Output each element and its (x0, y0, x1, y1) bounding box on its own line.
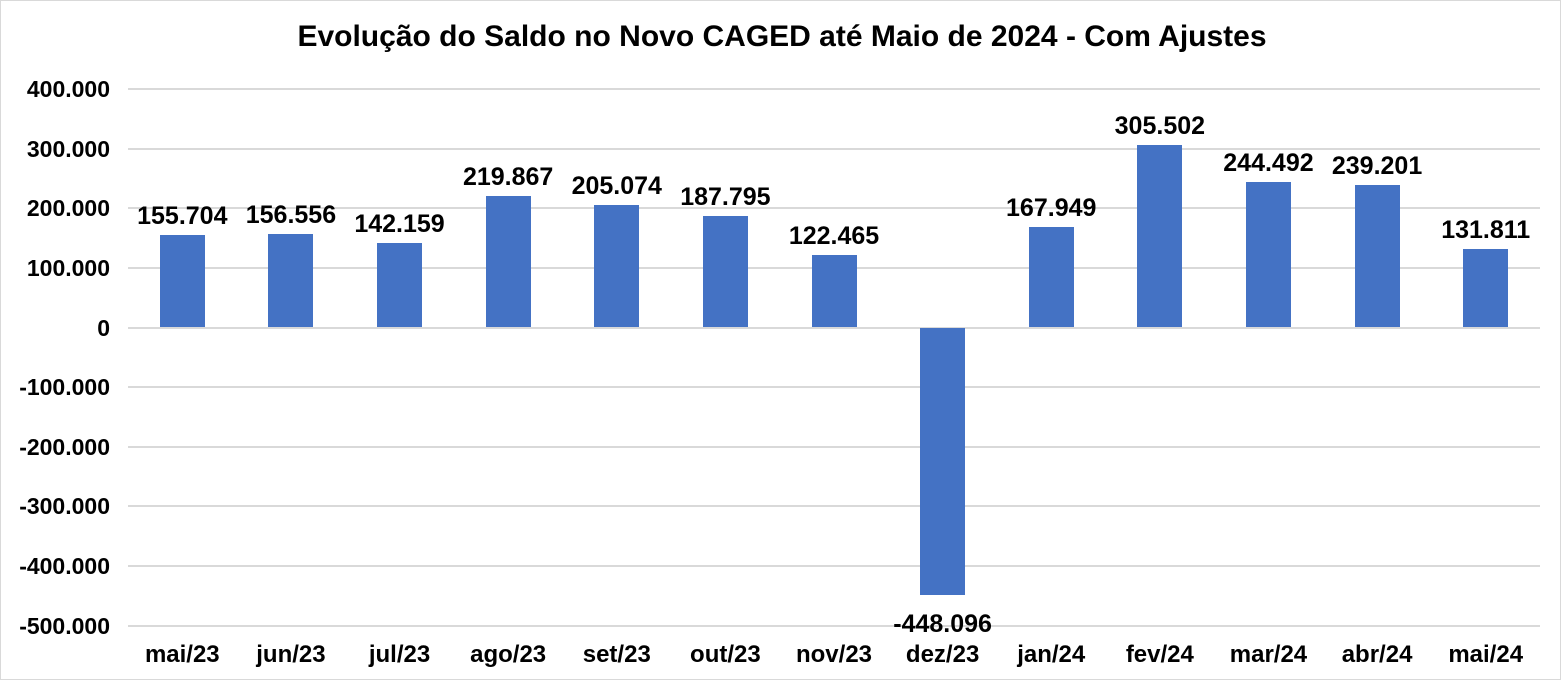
bar-dez/23 (920, 327, 966, 595)
bar-mar/24 (1245, 181, 1291, 328)
data-label: 244.492 (1223, 148, 1314, 177)
x-axis-tick-label: jun/23 (256, 641, 326, 668)
chart-title: Evolução do Saldo no Novo CAGED até Maio… (297, 20, 1267, 53)
bar-mai/23 (159, 234, 205, 328)
x-axis-tick-label: mar/24 (1229, 641, 1308, 668)
data-label: 155.704 (137, 201, 228, 230)
gridline (128, 564, 1540, 567)
bar-nov/23 (811, 254, 857, 328)
bar-jul/23 (377, 242, 423, 328)
y-axis-tick-label: 0 (97, 314, 110, 341)
data-label: 122.465 (788, 221, 880, 250)
gridline (128, 147, 1540, 150)
bar-fev/24 (1137, 145, 1183, 328)
gridline (128, 207, 1540, 210)
gridline (128, 505, 1540, 508)
data-label: 167.949 (1006, 194, 1097, 223)
y-axis-tick-label: -400.000 (19, 552, 110, 579)
gridline (128, 326, 1540, 329)
x-axis-tick-label: mai/23 (144, 641, 220, 668)
y-axis-tick-label: -100.000 (19, 374, 110, 401)
bar-out/23 (702, 215, 748, 328)
x-axis-tick-label: jul/23 (368, 641, 431, 668)
data-label: 187.795 (680, 182, 771, 211)
y-axis-tick-label: 400.000 (26, 76, 110, 103)
bar-mai/24 (1463, 248, 1509, 328)
data-label: 219.867 (462, 163, 554, 192)
y-axis-tick-label: -300.000 (19, 493, 110, 520)
gridline (128, 88, 1540, 91)
bar-jan/24 (1028, 227, 1074, 328)
data-label: -448.096 (893, 609, 992, 638)
x-axis-tick-label: out/23 (690, 641, 761, 668)
bar-set/23 (594, 205, 640, 328)
x-axis-tick-label: mai/24 (1448, 641, 1524, 668)
gridline (128, 445, 1540, 448)
data-label: 305.502 (1114, 112, 1206, 141)
y-axis-tick-label: -200.000 (19, 433, 110, 460)
data-label: 142.159 (354, 209, 445, 238)
x-axis-tick-label: fev/24 (1125, 641, 1194, 668)
data-label: 156.556 (245, 201, 337, 230)
y-axis-tick-label: -500.000 (19, 612, 110, 639)
y-axis-tick-label: 200.000 (26, 195, 110, 222)
bar-ago/23 (485, 196, 531, 328)
data-label: 205.074 (571, 172, 662, 201)
gridline (128, 386, 1540, 389)
x-axis-tick-label: dez/23 (905, 641, 980, 668)
x-axis-tick-label: abr/24 (1341, 641, 1413, 668)
data-label: 131.811 (1441, 215, 1531, 244)
data-label: 239.201 (1331, 151, 1423, 180)
x-axis-tick-label: nov/23 (795, 641, 873, 668)
y-axis-tick-label: 300.000 (26, 135, 110, 162)
gridline (128, 624, 1540, 627)
x-axis-tick-label: set/23 (582, 641, 651, 668)
x-axis-tick-label: jan/24 (1017, 641, 1086, 668)
bar-jun/23 (268, 234, 314, 328)
y-axis-tick-label: 100.000 (26, 254, 110, 281)
x-axis-tick-label: ago/23 (470, 641, 547, 668)
bar-abr/24 (1354, 184, 1400, 328)
